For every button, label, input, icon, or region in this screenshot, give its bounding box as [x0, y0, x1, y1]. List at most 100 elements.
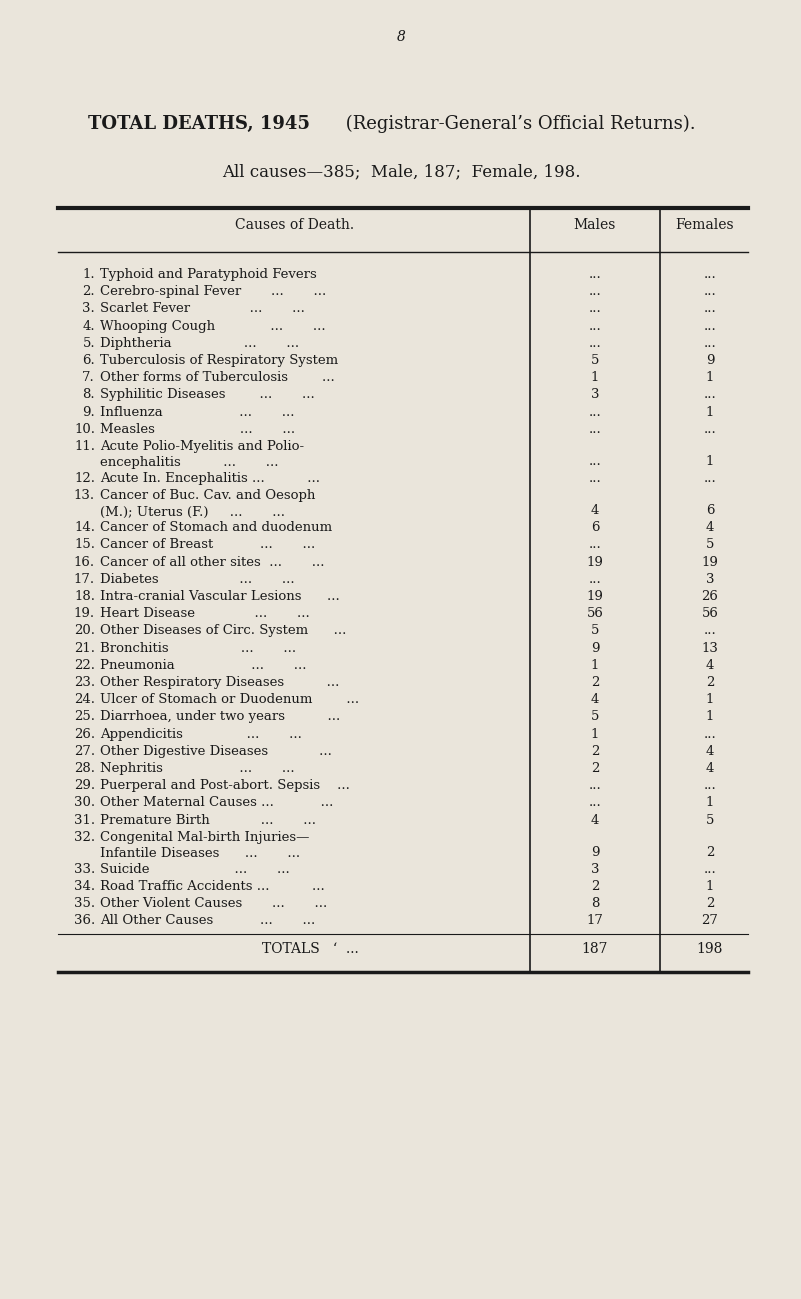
- Text: 17: 17: [586, 914, 603, 927]
- Text: Bronchitis                 ...       ...: Bronchitis ... ...: [100, 642, 296, 655]
- Text: Syphilitic Diseases        ...       ...: Syphilitic Diseases ... ...: [100, 388, 315, 401]
- Text: ...: ...: [703, 388, 716, 401]
- Text: 3: 3: [591, 388, 599, 401]
- Text: 1: 1: [706, 796, 714, 809]
- Text: 19: 19: [586, 590, 603, 603]
- Text: Other Violent Causes       ...       ...: Other Violent Causes ... ...: [100, 898, 328, 911]
- Text: Other forms of Tuberculosis        ...: Other forms of Tuberculosis ...: [100, 372, 335, 385]
- Text: 31.: 31.: [74, 813, 95, 826]
- Text: 13.: 13.: [74, 490, 95, 503]
- Text: Puerperal and Post-abort. Sepsis    ...: Puerperal and Post-abort. Sepsis ...: [100, 779, 350, 792]
- Text: 1: 1: [706, 879, 714, 892]
- Text: Intra-cranial Vascular Lesions      ...: Intra-cranial Vascular Lesions ...: [100, 590, 340, 603]
- Text: All causes—385;  Male, 187;  Female, 198.: All causes—385; Male, 187; Female, 198.: [222, 162, 580, 181]
- Text: Typhoid and Paratyphoid Fevers: Typhoid and Paratyphoid Fevers: [100, 268, 316, 281]
- Text: ...: ...: [703, 336, 716, 349]
- Text: 8: 8: [396, 30, 405, 44]
- Text: 9.: 9.: [83, 405, 95, 418]
- Text: 30.: 30.: [74, 796, 95, 809]
- Text: 12.: 12.: [74, 472, 95, 485]
- Text: 1.: 1.: [83, 268, 95, 281]
- Text: 2: 2: [591, 879, 599, 892]
- Text: 9: 9: [706, 355, 714, 368]
- Text: 2: 2: [706, 846, 714, 859]
- Text: 7.: 7.: [83, 372, 95, 385]
- Text: ...: ...: [703, 303, 716, 316]
- Text: Nephritis                  ...       ...: Nephritis ... ...: [100, 763, 295, 776]
- Text: Pneumonia                  ...       ...: Pneumonia ... ...: [100, 659, 307, 672]
- Text: 56: 56: [586, 607, 603, 620]
- Text: Diarrhoea, under two years          ...: Diarrhoea, under two years ...: [100, 711, 340, 724]
- Text: 24.: 24.: [74, 694, 95, 707]
- Text: TOTAL DEATHS, 1945: TOTAL DEATHS, 1945: [88, 116, 310, 132]
- Text: 5: 5: [591, 625, 599, 638]
- Text: ...: ...: [703, 863, 716, 876]
- Text: Measles                    ...       ...: Measles ... ...: [100, 422, 295, 435]
- Text: (Registrar-General’s Official Returns).: (Registrar-General’s Official Returns).: [340, 116, 695, 134]
- Text: Cancer of all other sites  ...       ...: Cancer of all other sites ... ...: [100, 556, 324, 569]
- Text: 17.: 17.: [74, 573, 95, 586]
- Text: TOTALS   ‘  ...: TOTALS ‘ ...: [262, 942, 358, 956]
- Text: 2: 2: [591, 675, 599, 688]
- Text: 19: 19: [586, 556, 603, 569]
- Text: 28.: 28.: [74, 763, 95, 776]
- Text: ...: ...: [589, 286, 602, 299]
- Text: 35.: 35.: [74, 898, 95, 911]
- Text: Diabetes                   ...       ...: Diabetes ... ...: [100, 573, 295, 586]
- Text: 9: 9: [591, 642, 599, 655]
- Text: 19.: 19.: [74, 607, 95, 620]
- Text: 3.: 3.: [83, 303, 95, 316]
- Text: Other Respiratory Diseases          ...: Other Respiratory Diseases ...: [100, 675, 340, 688]
- Text: 2.: 2.: [83, 286, 95, 299]
- Text: ...: ...: [703, 727, 716, 740]
- Text: Congenital Mal-birth Injuries—: Congenital Mal-birth Injuries—: [100, 831, 309, 844]
- Text: 16.: 16.: [74, 556, 95, 569]
- Text: ...: ...: [589, 472, 602, 485]
- Text: 13: 13: [702, 642, 718, 655]
- Text: Females: Females: [676, 218, 735, 233]
- Text: ...: ...: [589, 303, 602, 316]
- Text: 4.: 4.: [83, 320, 95, 333]
- Text: 5: 5: [706, 538, 714, 551]
- Text: 4: 4: [706, 744, 714, 757]
- Text: 10.: 10.: [74, 422, 95, 435]
- Text: Appendicitis               ...       ...: Appendicitis ... ...: [100, 727, 302, 740]
- Text: ...: ...: [589, 422, 602, 435]
- Text: 5: 5: [591, 711, 599, 724]
- Text: 1: 1: [706, 711, 714, 724]
- Text: 34.: 34.: [74, 879, 95, 892]
- Text: ...: ...: [589, 268, 602, 281]
- Text: Other Maternal Causes ...           ...: Other Maternal Causes ... ...: [100, 796, 333, 809]
- Text: 8.: 8.: [83, 388, 95, 401]
- Text: 21.: 21.: [74, 642, 95, 655]
- Text: Acute Polio-Myelitis and Polio-: Acute Polio-Myelitis and Polio-: [100, 440, 304, 453]
- Text: ...: ...: [589, 405, 602, 418]
- Text: ...: ...: [589, 538, 602, 551]
- Text: 198: 198: [697, 942, 723, 956]
- Text: 56: 56: [702, 607, 718, 620]
- Text: 36.: 36.: [74, 914, 95, 927]
- Text: ...: ...: [703, 286, 716, 299]
- Text: 1: 1: [706, 455, 714, 468]
- Text: Road Traffic Accidents ...          ...: Road Traffic Accidents ... ...: [100, 879, 324, 892]
- Text: ...: ...: [589, 336, 602, 349]
- Text: Other Diseases of Circ. System      ...: Other Diseases of Circ. System ...: [100, 625, 346, 638]
- Text: 4: 4: [706, 521, 714, 534]
- Text: 14.: 14.: [74, 521, 95, 534]
- Text: 4: 4: [591, 694, 599, 707]
- Text: 6: 6: [591, 521, 599, 534]
- Text: ...: ...: [703, 422, 716, 435]
- Text: encephalitis          ...       ...: encephalitis ... ...: [100, 456, 279, 469]
- Text: 2: 2: [706, 675, 714, 688]
- Text: 1: 1: [706, 694, 714, 707]
- Text: Cancer of Buc. Cav. and Oesoph: Cancer of Buc. Cav. and Oesoph: [100, 490, 316, 503]
- Text: 1: 1: [591, 659, 599, 672]
- Text: 4: 4: [706, 763, 714, 776]
- Text: 15.: 15.: [74, 538, 95, 551]
- Text: 5: 5: [591, 355, 599, 368]
- Text: 29.: 29.: [74, 779, 95, 792]
- Text: Whooping Cough             ...       ...: Whooping Cough ... ...: [100, 320, 326, 333]
- Text: 4: 4: [706, 659, 714, 672]
- Text: (M.); Uterus (F.)     ...       ...: (M.); Uterus (F.) ... ...: [100, 505, 285, 518]
- Text: Suicide                    ...       ...: Suicide ... ...: [100, 863, 290, 876]
